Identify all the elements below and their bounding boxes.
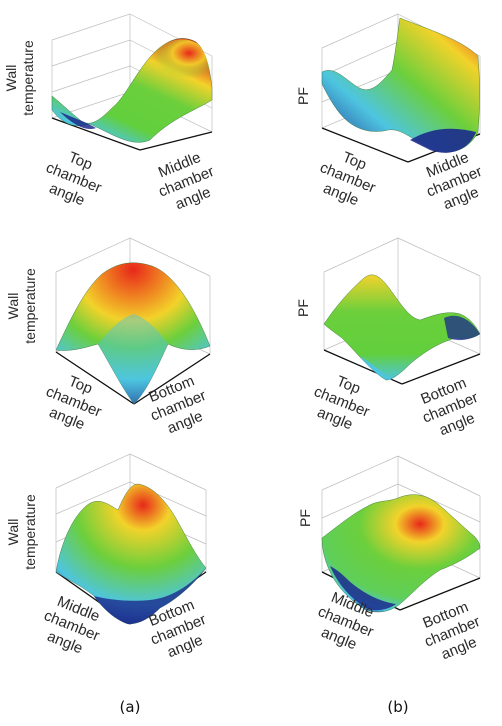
surface-a1-valley [60, 112, 96, 130]
axis-lines [51, 117, 213, 151]
surface-b2-right-dip [444, 315, 480, 341]
surface-b1 [321, 17, 480, 153]
svg-text:Wall: Wall [5, 293, 21, 320]
surface-a2 [55, 262, 211, 405]
surface-a3-lowband [94, 568, 206, 624]
panel-a3: Wall temperature Middle chamber angle Bo… [5, 453, 209, 661]
z-axis-label: Wall temperature [5, 494, 38, 570]
panel-b2: PF Top chamber angle Bottom chamber angl… [295, 237, 481, 439]
surface-a2-fold [98, 314, 168, 404]
z-axis-label: Wall temperature [5, 268, 38, 344]
left-axis-label: Top chamber angle [43, 149, 103, 210]
right-axis-label: Middle chamber angle [424, 149, 485, 213]
panel-b3: PF Middle chamber angle Bottom chamber a… [297, 455, 483, 663]
surface-b3 [321, 494, 481, 613]
left-axis-label: Top chamber angle [311, 373, 371, 434]
axis-lines [55, 351, 211, 405]
right-axis-label: Bottom chamber angle [420, 598, 482, 663]
svg-text:temperature: temperature [22, 494, 38, 570]
surface-b3-low [330, 566, 396, 611]
panel-a2: Wall temperature Top chamber angle Botto… [5, 237, 211, 437]
svg-text:Wall: Wall [5, 519, 21, 546]
surface-a1-peak [130, 39, 212, 96]
z-label-line: temperature [20, 40, 36, 116]
surface-b2-bottom [360, 356, 392, 380]
panel-a1: Wall temperature Top chamber angle Middl… [3, 13, 217, 213]
right-axis-label: Bottom chamber angle [146, 372, 208, 437]
svg-text:temperature: temperature [22, 268, 38, 344]
z-axis-label: Wall temperature [3, 40, 36, 116]
panel-b1: PF Top chamber angle Middle chamber angl… [295, 13, 485, 213]
surface-b1-low [410, 128, 476, 153]
z-label-line: Wall [3, 65, 19, 92]
right-axis-label: Middle chamber angle [156, 149, 217, 213]
right-axis-label: Bottom chamber angle [418, 374, 480, 439]
caption-b: (b) [387, 698, 408, 716]
z-axis-label: PF [295, 299, 311, 317]
z-axis-label: PF [295, 87, 311, 105]
z-axis-label: PF [297, 509, 313, 527]
left-axis-label: Top chamber angle [317, 149, 377, 210]
caption-a: (a) [120, 698, 141, 716]
left-axis-label: Top chamber angle [43, 373, 103, 434]
